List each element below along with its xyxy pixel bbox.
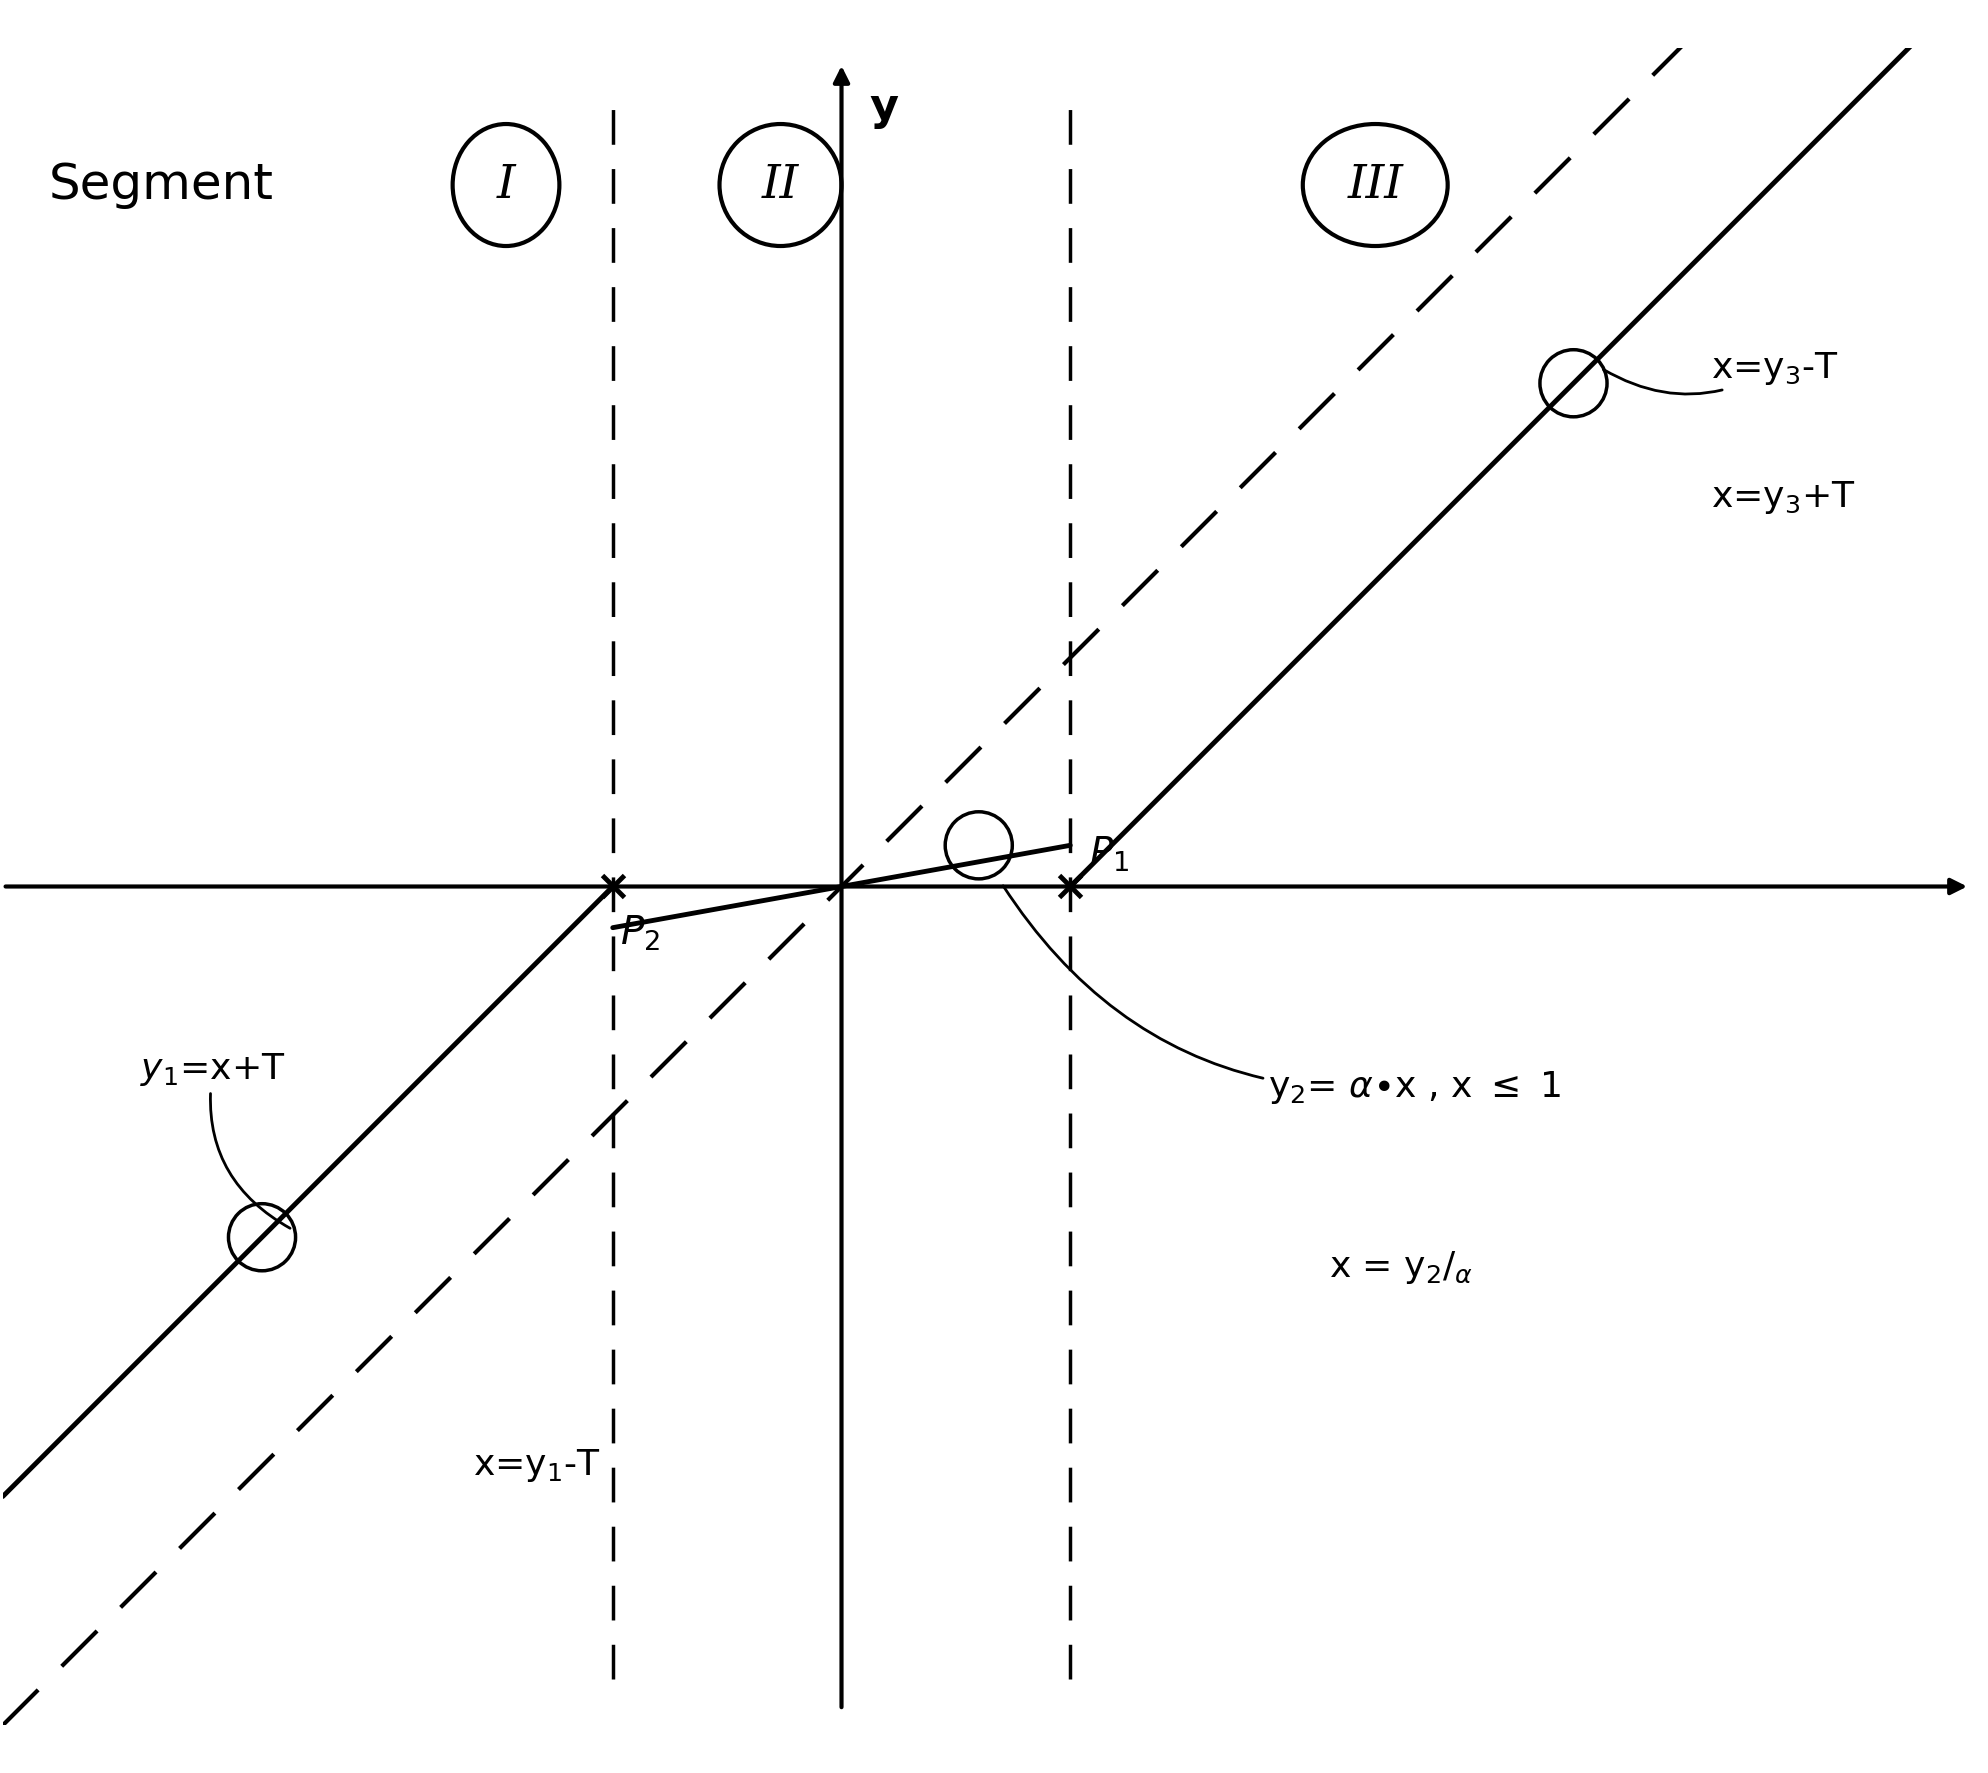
Text: Segment: Segment — [48, 161, 274, 209]
Text: $y_1$=x+T: $y_1$=x+T — [139, 1051, 290, 1229]
Text: x=y$_1$-T: x=y$_1$-T — [473, 1447, 600, 1484]
Text: y$_2$= $\alpha$$\bullet$x , x $\leq$ 1: y$_2$= $\alpha$$\bullet$x , x $\leq$ 1 — [1004, 886, 1563, 1106]
Text: x=y$_3$-T: x=y$_3$-T — [1604, 349, 1839, 394]
Text: x=y$_3$+T: x=y$_3$+T — [1712, 479, 1855, 516]
Text: II: II — [761, 163, 799, 207]
Text: III: III — [1348, 163, 1404, 207]
Text: $P_2$: $P_2$ — [620, 913, 660, 954]
Text: I: I — [497, 163, 515, 207]
Text: x = y$_2$/$_\alpha$: x = y$_2$/$_\alpha$ — [1330, 1250, 1473, 1285]
Text: y: y — [869, 85, 899, 129]
Text: $P_1$: $P_1$ — [1089, 835, 1129, 874]
